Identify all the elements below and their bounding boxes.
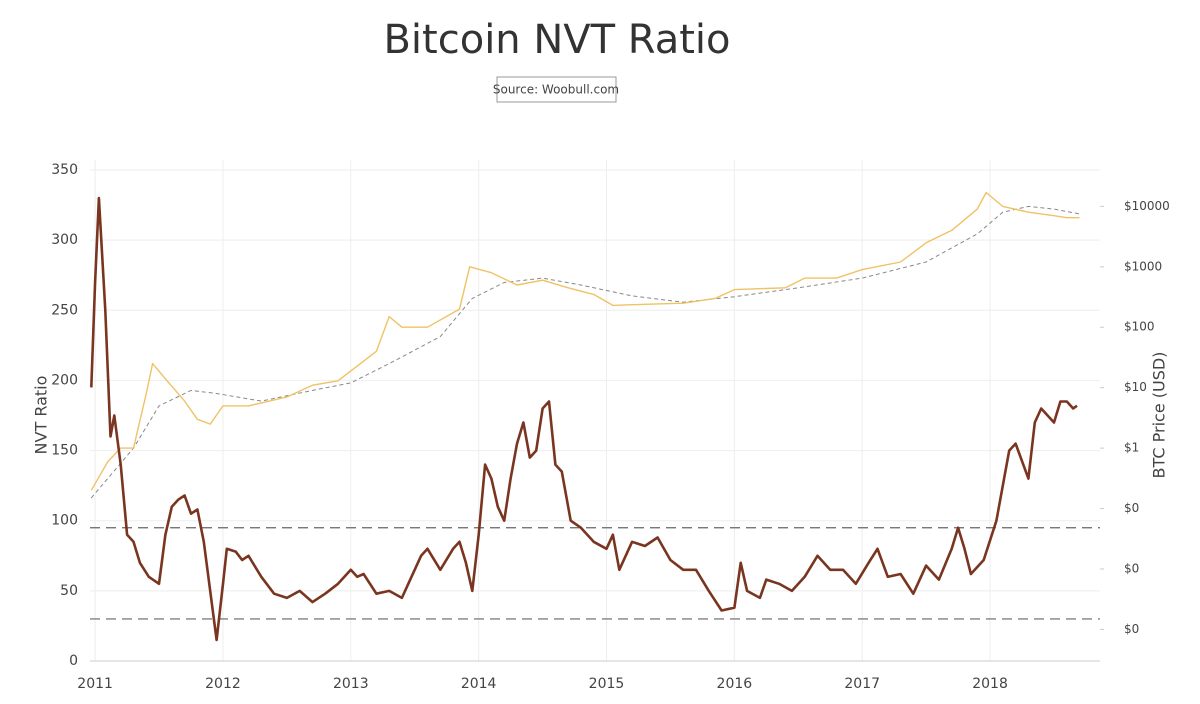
y2-tick-label: $1 (1124, 441, 1139, 455)
series-line (90, 205, 1080, 499)
y2-tick-label: $10 (1124, 380, 1147, 394)
y-tick-label: 50 (60, 583, 78, 599)
series-line (90, 191, 1080, 491)
y-tick-label: 300 (51, 232, 78, 248)
x-tick-label: 2014 (461, 676, 497, 692)
chart-title: Bitcoin NVT Ratio (383, 17, 730, 63)
x-tick-label: 2016 (717, 676, 753, 692)
series-line (90, 196, 1078, 642)
x-tick-label: 2012 (205, 676, 241, 692)
x-tick-label: 2018 (972, 676, 1008, 692)
y2-tick-label: $100 (1124, 320, 1155, 334)
y2-tick-label: $0 (1124, 561, 1139, 575)
y-tick-label: 150 (51, 443, 78, 459)
y-axis-label: NVT Ratio (32, 376, 51, 455)
y2-axis-label: BTC Price (USD) (1150, 352, 1169, 479)
y-tick-label: 200 (51, 372, 78, 388)
x-tick-label: 2017 (844, 676, 880, 692)
y2-tick-label: $1000 (1124, 259, 1162, 273)
y2-tick-label: $0 (1124, 501, 1139, 515)
x-tick-label: 2013 (333, 676, 369, 692)
y-tick-label: 0 (69, 653, 78, 669)
chart-subtitle: Source: Woobull.com (493, 83, 619, 97)
x-tick-label: 2015 (589, 676, 625, 692)
y-tick-label: 350 (51, 162, 78, 178)
y-tick-label: 250 (51, 302, 78, 318)
source-box (496, 76, 617, 103)
y2-tick-label: $0 (1124, 622, 1139, 636)
x-tick-label: 2011 (77, 676, 113, 692)
y-tick-label: 100 (51, 513, 78, 529)
y2-tick-label: $10000 (1124, 199, 1170, 213)
